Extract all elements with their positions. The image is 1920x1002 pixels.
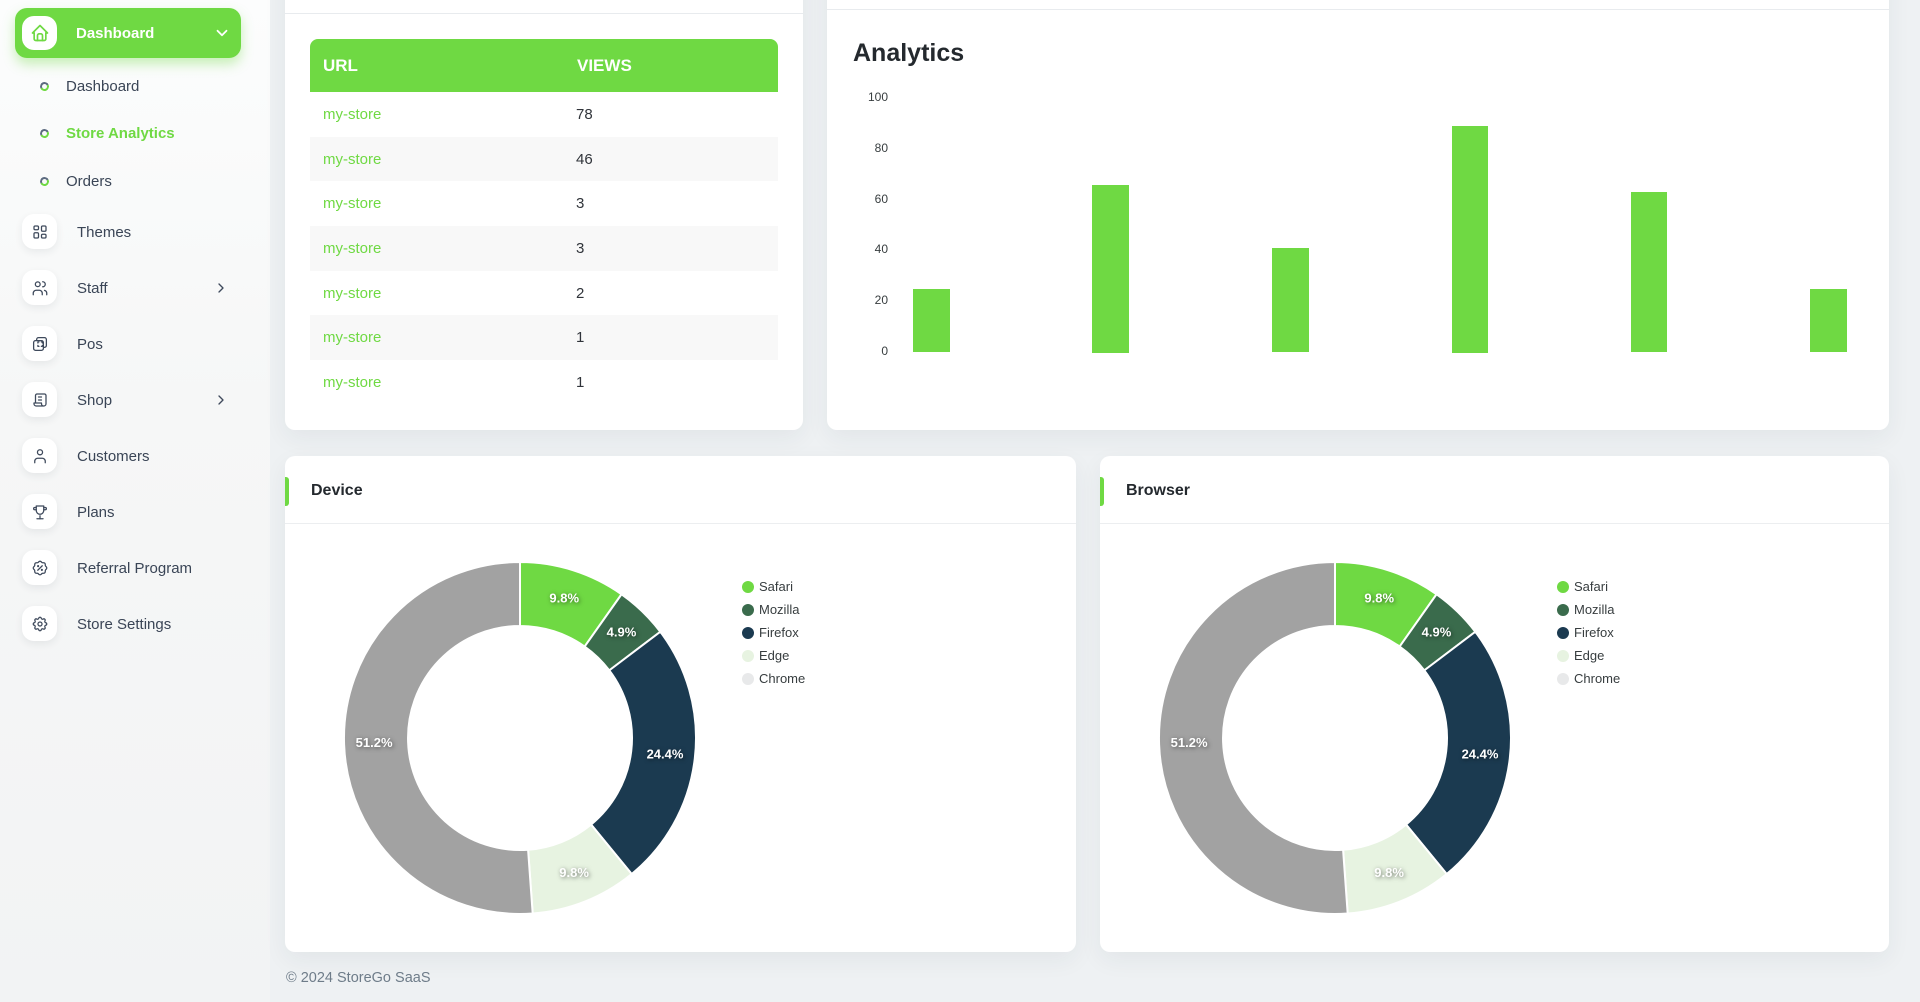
svg-text:24.4%: 24.4% [1461, 746, 1498, 761]
svg-text:9.8%: 9.8% [559, 865, 589, 880]
svg-text:24.4%: 24.4% [646, 746, 683, 761]
svg-text:9.8%: 9.8% [1374, 865, 1404, 880]
svg-text:51.2%: 51.2% [1170, 735, 1207, 750]
svg-text:4.9%: 4.9% [1421, 624, 1451, 639]
svg-text:9.8%: 9.8% [549, 590, 579, 605]
svg-text:51.2%: 51.2% [355, 735, 392, 750]
svg-text:4.9%: 4.9% [606, 624, 636, 639]
svg-text:9.8%: 9.8% [1364, 590, 1394, 605]
